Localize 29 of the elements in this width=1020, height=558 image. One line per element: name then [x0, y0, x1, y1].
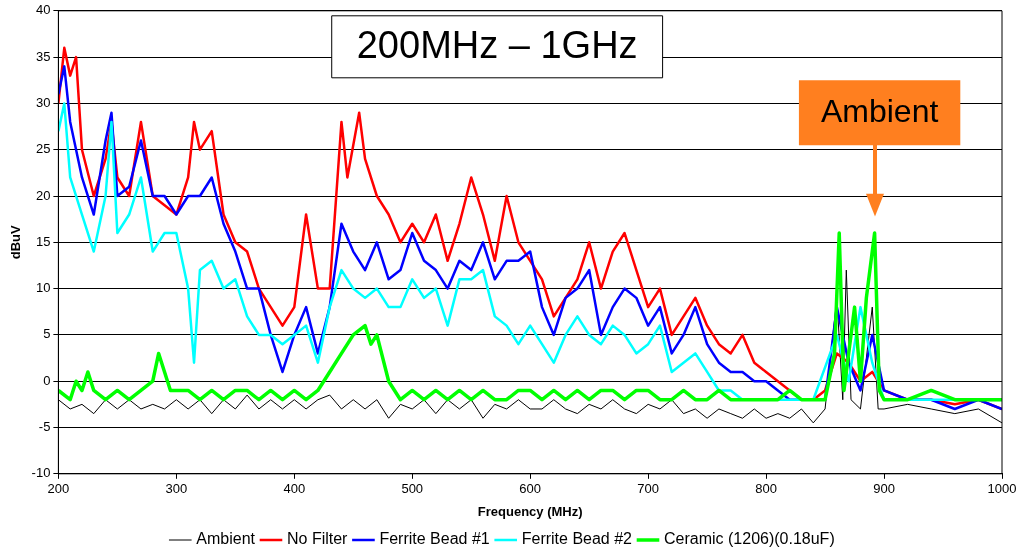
x-tick-label: 800 [755, 481, 777, 497]
y-tick-label: 10 [35, 280, 51, 296]
y-tick-label: -5 [38, 419, 51, 435]
y-axis-title: dBuV [8, 225, 24, 260]
legend-label: Ferrite Bead #1 [379, 530, 490, 548]
annotation: Ambient [820, 93, 939, 130]
y-tick-label: 0 [43, 372, 51, 388]
x-tick-label: 600 [519, 481, 542, 497]
legend-label: No Filter [286, 530, 349, 548]
legend-label: Ceramic (1206)(0.18uF) [663, 530, 835, 548]
legend-label: Ambient [196, 530, 256, 548]
y-tick-label: 25 [35, 141, 51, 157]
x-axis-title: Frequency (MHz) [477, 503, 583, 519]
x-tick-label: 1000 [987, 481, 1017, 497]
x-tick-label: 900 [873, 481, 895, 497]
y-tick-label: 40 [35, 2, 51, 18]
x-tick-label: 300 [165, 481, 188, 497]
y-tick-label: -10 [31, 465, 51, 481]
x-tick-label: 500 [401, 481, 424, 497]
y-tick-label: 35 [35, 48, 51, 64]
y-tick-label: 30 [35, 94, 51, 110]
legend-label: Ferrite Bead #2 [521, 530, 633, 548]
y-tick-label: 15 [35, 233, 51, 249]
y-tick-label: 20 [35, 187, 51, 203]
y-tick-label: 5 [43, 326, 51, 342]
x-tick-label: 400 [283, 481, 306, 497]
x-tick-label: 700 [637, 481, 659, 497]
annotation: 200MHz – 1GHz [356, 24, 638, 67]
x-tick-label: 200 [47, 481, 70, 497]
